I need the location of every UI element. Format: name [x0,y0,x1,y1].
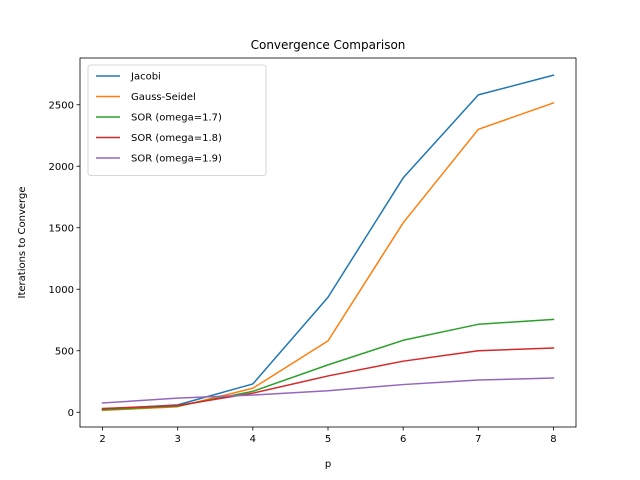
y-tick-label: 0 [68,408,74,419]
x-tick-label: 6 [400,434,406,445]
x-tick-label: 3 [175,434,181,445]
legend-label: Jacobi [130,72,161,83]
y-axis-label: Iterations to Converge [17,187,28,299]
legend-label: SOR (omega=1.9) [131,154,222,165]
legend-label: Gauss-Seidel [131,92,196,103]
legend-frame [87,64,267,176]
legend-label: SOR (omega=1.8) [131,133,222,144]
y-tick-label: 2500 [49,100,74,111]
legend-label: SOR (omega=1.7) [131,113,222,124]
series-line-3 [101,347,555,410]
x-tick-label: 2 [99,434,105,445]
x-tick-label: 7 [475,434,481,445]
chart-title: Convergence Comparison [251,38,406,52]
x-axis-ticks: 2 3 4 5 6 7 8 [99,427,557,445]
x-tick-label: 5 [325,434,331,445]
x-tick-label: 8 [550,434,556,445]
y-tick-label: 1500 [49,223,74,234]
axes-frame [79,57,577,428]
x-tick-label: 4 [250,434,256,445]
y-tick-label: 500 [55,346,74,357]
y-tick-label: 2000 [49,162,74,173]
legend: Jacobi Gauss-Seidel SOR (omega=1.7) SOR (om… [87,64,267,176]
series-line-4 [101,377,555,404]
plot-area [101,74,555,412]
y-tick-label: 1000 [49,285,74,296]
x-axis-label: p [325,459,331,470]
y-axis-ticks: 0 500 1000 1500 2000 2500 [49,100,80,419]
